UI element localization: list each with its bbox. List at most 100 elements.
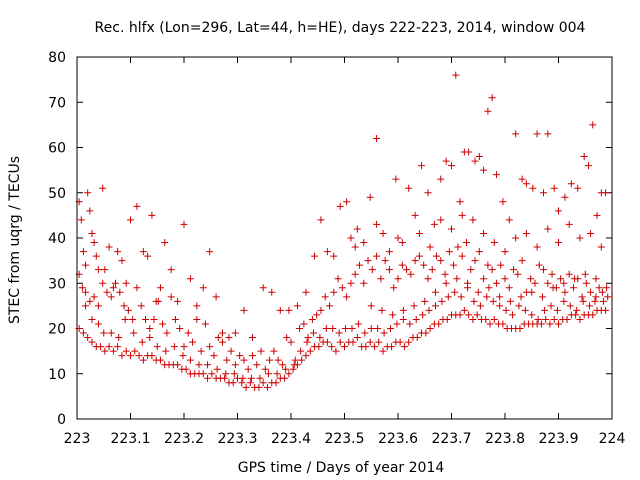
data-point: [347, 234, 355, 242]
data-point: [512, 130, 520, 138]
data-point: [315, 343, 323, 351]
data-point: [557, 275, 565, 283]
data-point: [467, 266, 475, 274]
data-point: [302, 288, 310, 296]
data-point: [180, 220, 188, 228]
data-point: [471, 157, 479, 165]
data-point: [219, 338, 227, 346]
data-point: [366, 338, 374, 346]
data-point: [595, 284, 603, 292]
data-point: [505, 216, 513, 224]
y-tick-label: 50: [48, 186, 66, 202]
data-point: [77, 216, 85, 224]
data-points: [75, 71, 612, 391]
data-point: [598, 288, 606, 296]
data-point: [548, 270, 556, 278]
data-point: [496, 293, 504, 301]
data-point: [392, 175, 400, 183]
data-point: [204, 361, 212, 369]
data-point: [389, 311, 397, 319]
data-point: [309, 329, 317, 337]
data-point: [127, 216, 134, 224]
data-point: [480, 229, 488, 237]
x-tick-label: 223.6: [378, 431, 418, 447]
data-point: [139, 248, 147, 256]
data-point: [420, 261, 428, 269]
data-point: [505, 284, 513, 292]
data-point: [265, 370, 273, 378]
data-point: [544, 279, 552, 287]
data-point: [567, 180, 575, 188]
data-point: [442, 279, 450, 287]
data-point: [426, 325, 434, 332]
data-point: [293, 302, 301, 310]
data-point: [186, 275, 194, 283]
data-point: [400, 343, 408, 351]
data-point: [225, 334, 233, 342]
data-point: [297, 347, 305, 355]
data-point: [528, 288, 536, 296]
data-point: [592, 275, 600, 283]
data-point: [573, 306, 581, 314]
data-point: [415, 229, 423, 237]
data-point: [458, 211, 466, 219]
data-point: [270, 347, 278, 355]
data-point: [415, 252, 423, 260]
data-point: [88, 315, 96, 323]
data-point: [501, 275, 509, 283]
data-point: [538, 293, 546, 301]
x-tick-label: 223.5: [324, 431, 364, 447]
data-point: [528, 311, 536, 319]
data-point: [214, 334, 222, 342]
data-point: [426, 243, 434, 251]
data-point: [161, 239, 169, 247]
data-point: [298, 356, 306, 364]
data-point: [499, 198, 507, 206]
data-point: [370, 343, 378, 351]
data-point: [259, 379, 267, 387]
data-point: [471, 257, 479, 265]
data-point: [604, 293, 612, 301]
y-tick-label: 60: [48, 141, 66, 157]
data-point: [388, 343, 396, 351]
data-point: [405, 184, 413, 192]
data-point: [563, 315, 571, 323]
data-point: [527, 275, 535, 283]
data-point: [338, 284, 346, 292]
data-point: [497, 261, 505, 269]
data-point: [425, 306, 433, 314]
data-point: [533, 243, 541, 251]
data-point: [385, 266, 393, 274]
data-point: [561, 288, 569, 296]
data-point: [176, 325, 184, 332]
data-point: [112, 279, 120, 287]
data-point: [533, 130, 541, 138]
data-point: [306, 347, 314, 355]
data-point: [326, 302, 334, 310]
data-point: [534, 315, 542, 323]
data-point: [256, 374, 264, 382]
data-point: [407, 270, 415, 278]
data-point: [170, 343, 178, 351]
data-point: [490, 315, 498, 323]
data-point: [179, 352, 187, 360]
data-point: [454, 243, 462, 251]
data-point: [390, 284, 398, 292]
data-point: [329, 325, 337, 332]
data-point: [398, 261, 406, 269]
data-point: [403, 266, 411, 274]
y-tick-label: 30: [48, 276, 66, 292]
y-axis-label: STEC from uqrg / TECUs: [7, 156, 23, 324]
data-point: [377, 275, 385, 283]
data-point: [141, 315, 149, 323]
data-point: [469, 315, 477, 323]
data-point: [236, 352, 244, 360]
data-point: [317, 216, 325, 224]
data-point: [375, 338, 383, 346]
data-point: [118, 352, 126, 360]
data-point: [304, 334, 312, 342]
data-point: [540, 266, 548, 274]
data-point: [597, 243, 605, 251]
data-point: [437, 216, 445, 224]
data-point: [437, 175, 445, 183]
